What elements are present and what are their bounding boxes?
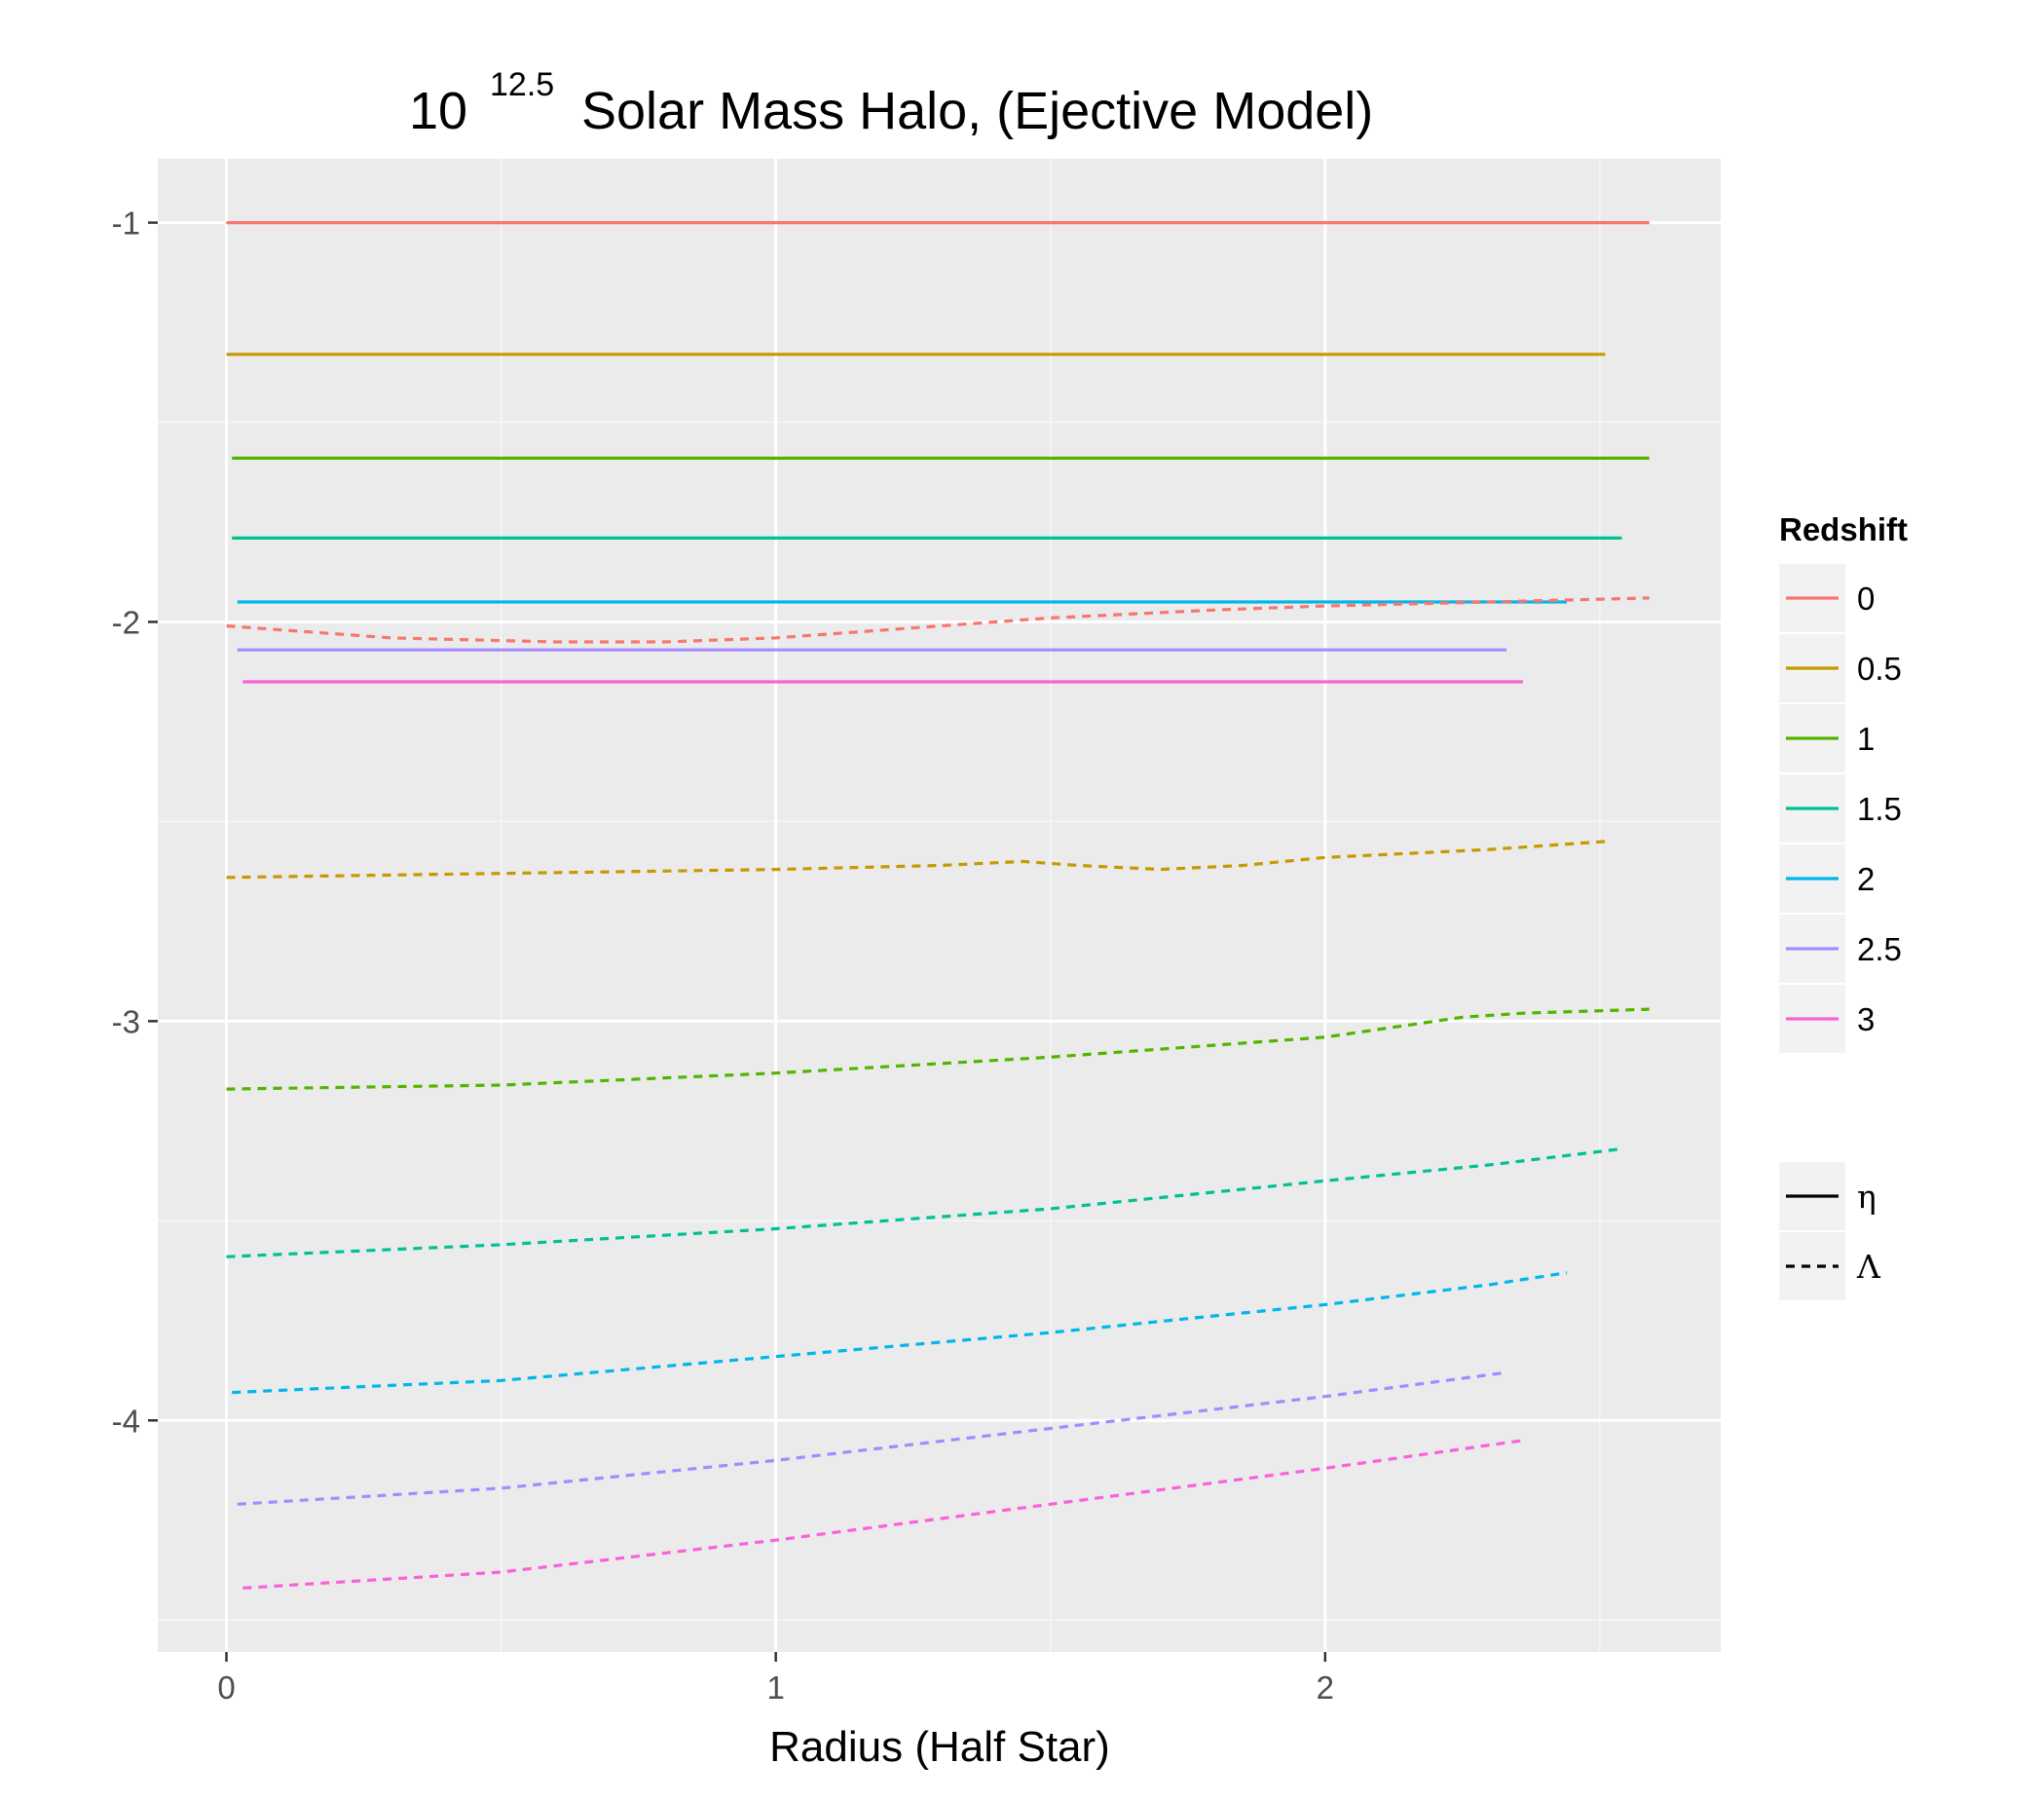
x-tick-label-2: 2 bbox=[1317, 1670, 1334, 1706]
x-axis-title: Radius (Half Star) bbox=[769, 1723, 1110, 1771]
y-tick-label-2: -3 bbox=[112, 1003, 140, 1039]
legend-label-5: 2.5 bbox=[1857, 931, 1902, 967]
legend-label-2: 1 bbox=[1857, 721, 1875, 757]
legend-label-1: 0.5 bbox=[1857, 651, 1902, 687]
plot-panel bbox=[158, 159, 1721, 1652]
y-axis: -1 -2 -3 -4 bbox=[112, 206, 158, 1440]
title-text: Solar Mass Halo, (Ejective Model) bbox=[581, 82, 1373, 140]
legend-label-0: 0 bbox=[1857, 581, 1875, 617]
title-base: 10 bbox=[409, 82, 467, 140]
chart-title: 10 12.5 Solar Mass Halo, (Ejective Model… bbox=[409, 66, 1373, 140]
linetype-label-1: Λ bbox=[1856, 1248, 1881, 1286]
x-tick-label-1: 1 bbox=[766, 1670, 784, 1706]
y-tick-label-3: -4 bbox=[112, 1403, 140, 1439]
legend-linetype: ηΛ bbox=[1779, 1162, 1881, 1300]
y-tick-label-1: -2 bbox=[112, 604, 140, 640]
linetype-label-0: η bbox=[1857, 1178, 1877, 1216]
legend-label-6: 3 bbox=[1857, 1001, 1875, 1037]
legend-label-4: 2 bbox=[1857, 861, 1875, 897]
title-superscript: 12.5 bbox=[490, 66, 554, 103]
y-tick-label-0: -1 bbox=[112, 206, 140, 242]
legend-label-3: 1.5 bbox=[1857, 791, 1902, 827]
legend-title: Redshift bbox=[1779, 511, 1908, 547]
legend-redshift: Redshift 0 0.5 1 1.5 2 2.5 3 bbox=[1779, 511, 1908, 1053]
x-axis: 0 1 2 bbox=[217, 1652, 1334, 1706]
x-tick-label-0: 0 bbox=[217, 1670, 235, 1706]
